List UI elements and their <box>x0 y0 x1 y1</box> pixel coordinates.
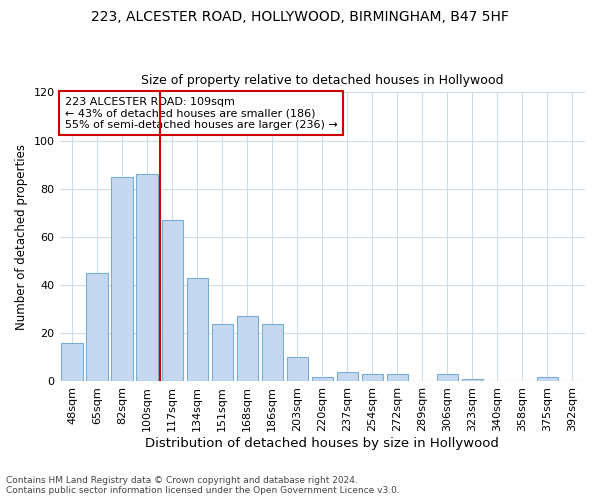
Bar <box>212 324 233 382</box>
Bar <box>287 358 308 382</box>
Bar <box>236 316 258 382</box>
Bar <box>462 379 483 382</box>
Text: 223 ALCESTER ROAD: 109sqm
← 43% of detached houses are smaller (186)
55% of semi: 223 ALCESTER ROAD: 109sqm ← 43% of detac… <box>65 96 338 130</box>
Bar <box>86 273 108 382</box>
Bar <box>387 374 408 382</box>
Bar <box>61 343 83 382</box>
Bar <box>112 176 133 382</box>
Bar <box>262 324 283 382</box>
Bar <box>537 376 558 382</box>
Bar <box>362 374 383 382</box>
Bar <box>136 174 158 382</box>
Y-axis label: Number of detached properties: Number of detached properties <box>15 144 28 330</box>
Text: Contains HM Land Registry data © Crown copyright and database right 2024.
Contai: Contains HM Land Registry data © Crown c… <box>6 476 400 495</box>
Bar <box>311 376 333 382</box>
Bar <box>161 220 183 382</box>
Bar <box>337 372 358 382</box>
Title: Size of property relative to detached houses in Hollywood: Size of property relative to detached ho… <box>141 74 503 87</box>
X-axis label: Distribution of detached houses by size in Hollywood: Distribution of detached houses by size … <box>145 437 499 450</box>
Bar <box>187 278 208 382</box>
Text: 223, ALCESTER ROAD, HOLLYWOOD, BIRMINGHAM, B47 5HF: 223, ALCESTER ROAD, HOLLYWOOD, BIRMINGHA… <box>91 10 509 24</box>
Bar <box>437 374 458 382</box>
